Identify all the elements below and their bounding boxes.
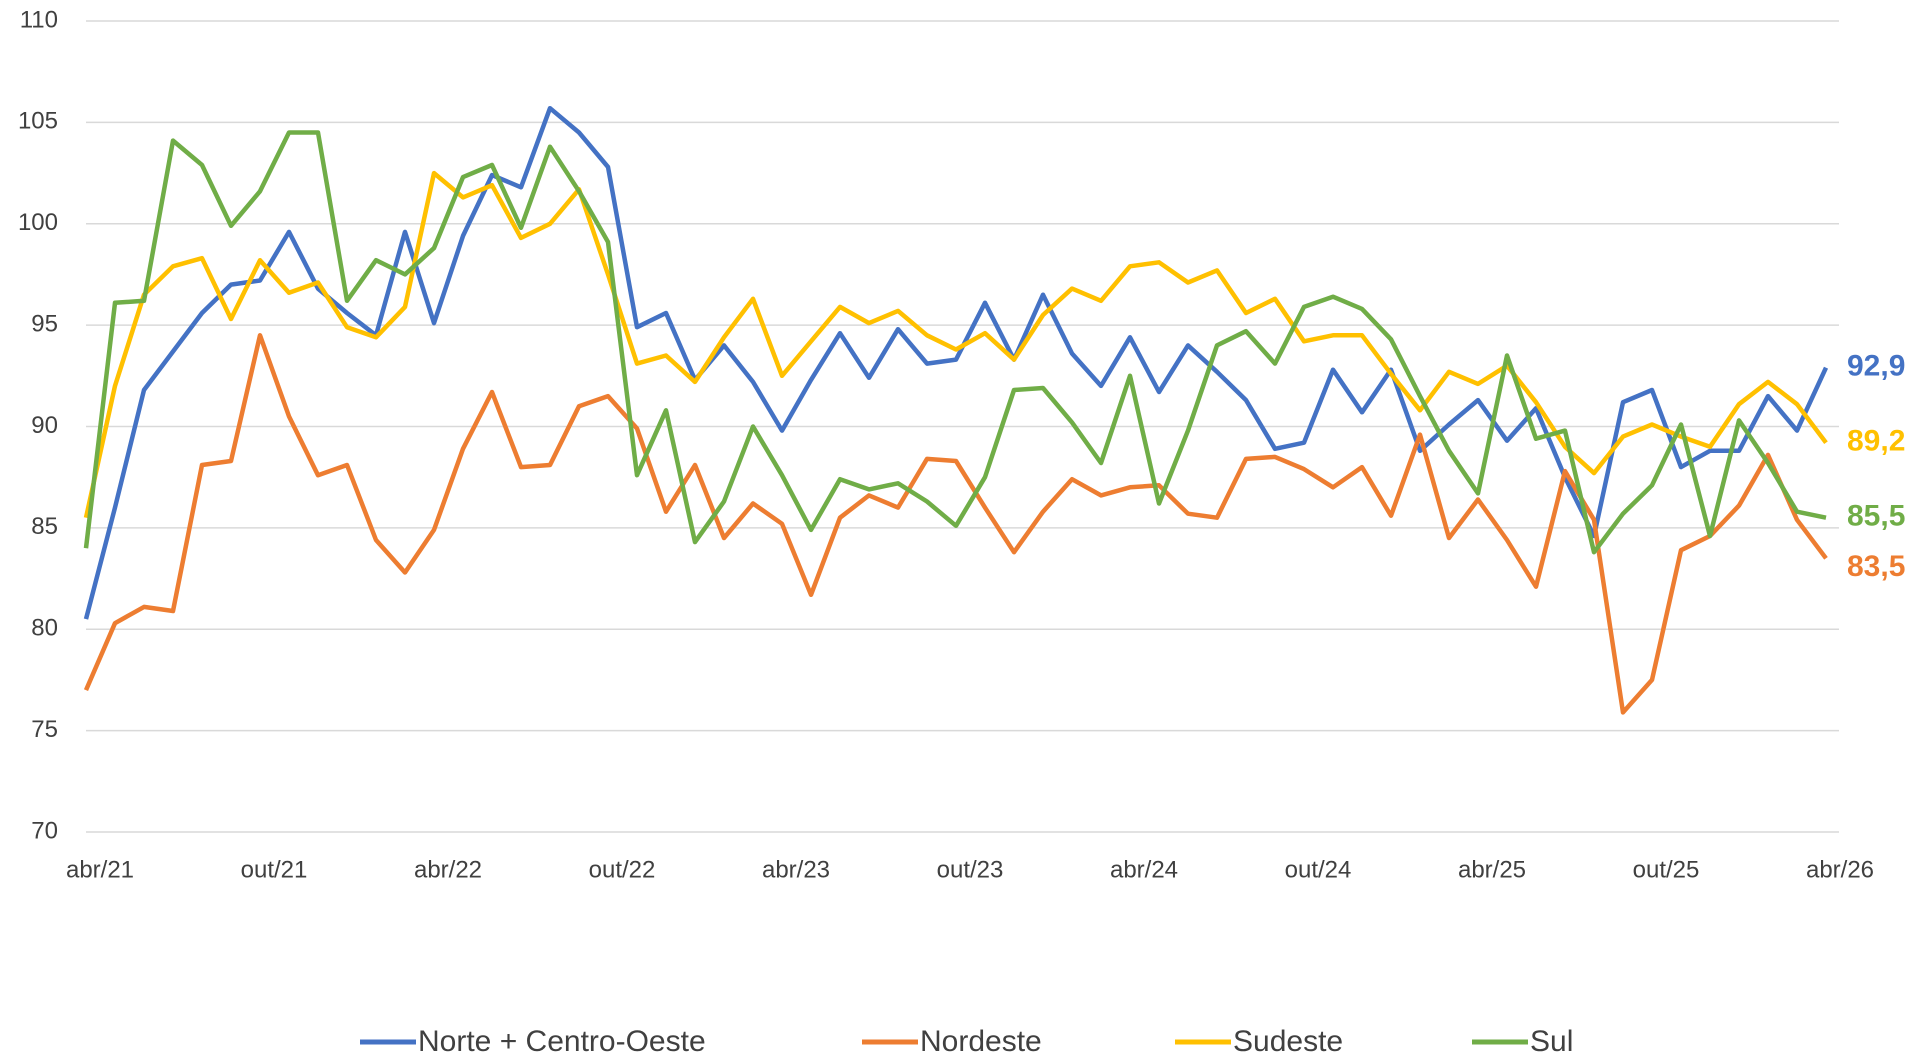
y-tick-label: 75 <box>31 716 58 743</box>
x-tick-label: out/22 <box>589 856 656 883</box>
x-tick-label: abr/26 <box>1806 856 1874 883</box>
x-tick-label: abr/23 <box>762 856 830 883</box>
x-tick-label: out/23 <box>937 856 1004 883</box>
x-tick-label: out/21 <box>241 856 308 883</box>
legend-label: Nordeste <box>920 1025 1042 1057</box>
line-series <box>83 130 1827 555</box>
x-tick-label: abr/24 <box>1110 856 1178 883</box>
y-tick-label: 80 <box>31 615 58 642</box>
data-label: 83,5 <box>1847 550 1905 583</box>
line-series <box>83 333 1828 715</box>
y-tick-label: 110 <box>20 6 58 33</box>
x-tick-label: abr/25 <box>1458 856 1526 883</box>
x-tick-label: abr/21 <box>66 856 134 883</box>
legend-label: Sudeste <box>1233 1025 1343 1057</box>
line-series <box>83 170 1828 519</box>
legend-label: Sul <box>1530 1025 1573 1057</box>
x-tick-label: out/24 <box>1285 856 1352 883</box>
line-series <box>83 105 1829 620</box>
y-tick-label: 70 <box>31 817 58 844</box>
x-tick-label: out/25 <box>1633 856 1700 883</box>
y-tick-label: 105 <box>18 108 58 135</box>
x-tick-label: abr/22 <box>414 856 482 883</box>
y-tick-label: 95 <box>31 310 58 337</box>
legend-label: Norte + Centro-Oeste <box>418 1025 706 1057</box>
y-tick-label: 85 <box>31 513 58 540</box>
data-label: 85,5 <box>1847 500 1905 533</box>
y-tick-label: 100 <box>18 209 58 236</box>
data-label: 89,2 <box>1847 425 1905 458</box>
y-tick-label: 90 <box>31 412 58 439</box>
data-label: 92,9 <box>1847 350 1905 383</box>
